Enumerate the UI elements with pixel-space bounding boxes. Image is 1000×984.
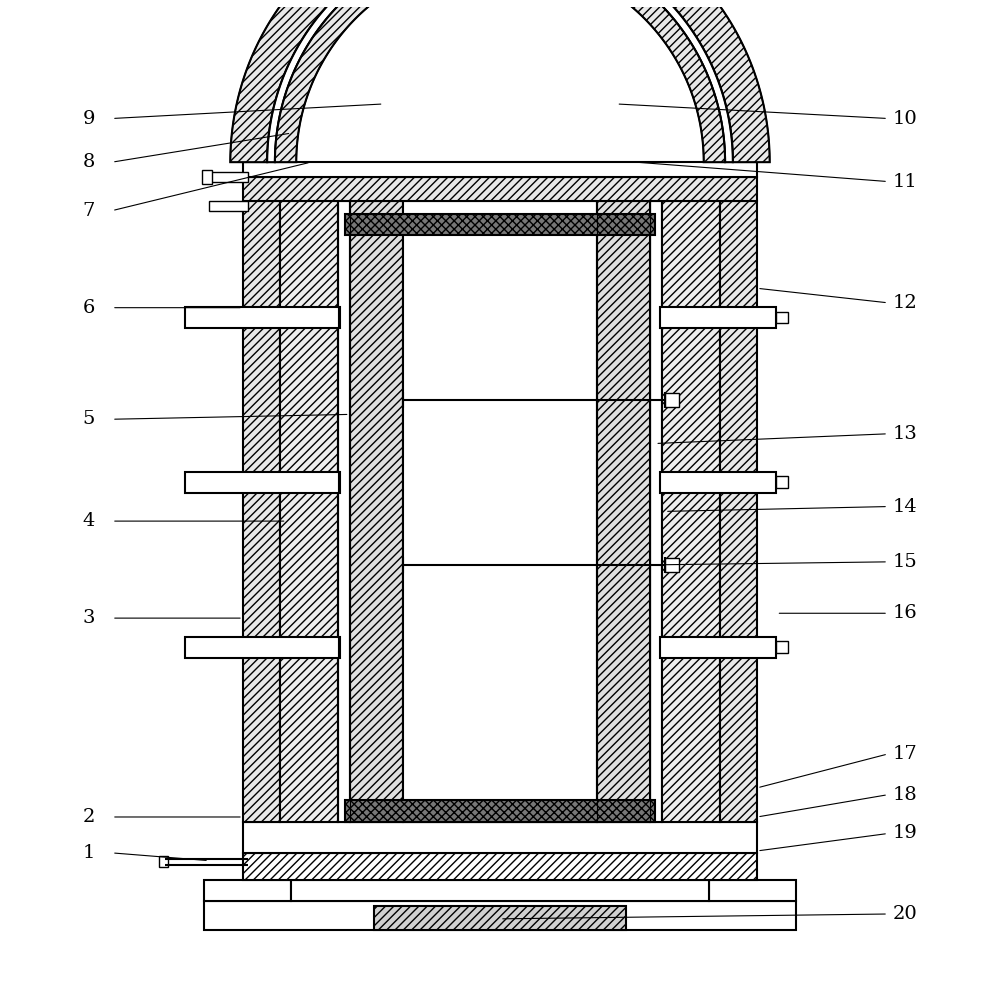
Bar — [243, 201, 280, 822]
Bar — [185, 307, 340, 328]
Bar — [159, 856, 168, 868]
Text: 7: 7 — [83, 202, 95, 219]
Bar — [338, 201, 350, 822]
Text: 14: 14 — [892, 498, 917, 516]
Text: 12: 12 — [892, 294, 917, 312]
Text: 2: 2 — [83, 808, 95, 826]
Text: 20: 20 — [892, 905, 917, 923]
Bar — [345, 801, 655, 822]
Bar — [776, 476, 788, 488]
Text: 4: 4 — [83, 512, 95, 530]
Polygon shape — [230, 0, 770, 162]
Bar — [660, 471, 776, 493]
Text: 3: 3 — [83, 609, 95, 627]
Bar — [185, 637, 340, 658]
Bar — [720, 201, 757, 822]
Bar — [662, 201, 720, 822]
Bar — [650, 201, 662, 822]
Bar — [665, 558, 679, 572]
Text: 16: 16 — [892, 604, 917, 622]
Text: 9: 9 — [83, 109, 95, 128]
Bar — [204, 901, 796, 931]
Text: 1: 1 — [83, 844, 95, 862]
Text: 6: 6 — [83, 299, 95, 317]
Text: 10: 10 — [892, 109, 917, 128]
Bar — [243, 853, 757, 880]
Bar — [202, 170, 212, 183]
Bar — [660, 637, 776, 658]
Text: 18: 18 — [892, 785, 917, 804]
Bar — [776, 312, 788, 323]
Text: 13: 13 — [892, 425, 917, 443]
Bar — [209, 201, 248, 211]
Text: 15: 15 — [892, 553, 917, 571]
Text: 17: 17 — [892, 745, 917, 763]
Bar — [665, 393, 679, 406]
Text: 8: 8 — [83, 154, 95, 171]
Bar — [374, 906, 626, 931]
Bar — [280, 201, 338, 822]
Polygon shape — [267, 0, 733, 162]
Bar — [350, 201, 403, 822]
Polygon shape — [275, 0, 725, 162]
Bar — [345, 214, 655, 235]
Bar — [209, 172, 248, 182]
Bar — [243, 822, 757, 853]
Bar — [185, 471, 340, 493]
Text: 5: 5 — [83, 410, 95, 428]
Bar — [709, 880, 796, 901]
Bar — [243, 177, 757, 201]
Bar — [204, 880, 291, 901]
Text: 11: 11 — [892, 172, 917, 191]
Bar — [243, 162, 757, 177]
Bar — [403, 201, 597, 822]
Text: 19: 19 — [892, 825, 917, 842]
Bar — [291, 880, 709, 901]
Bar — [597, 201, 650, 822]
Bar — [660, 307, 776, 328]
Bar — [776, 642, 788, 653]
